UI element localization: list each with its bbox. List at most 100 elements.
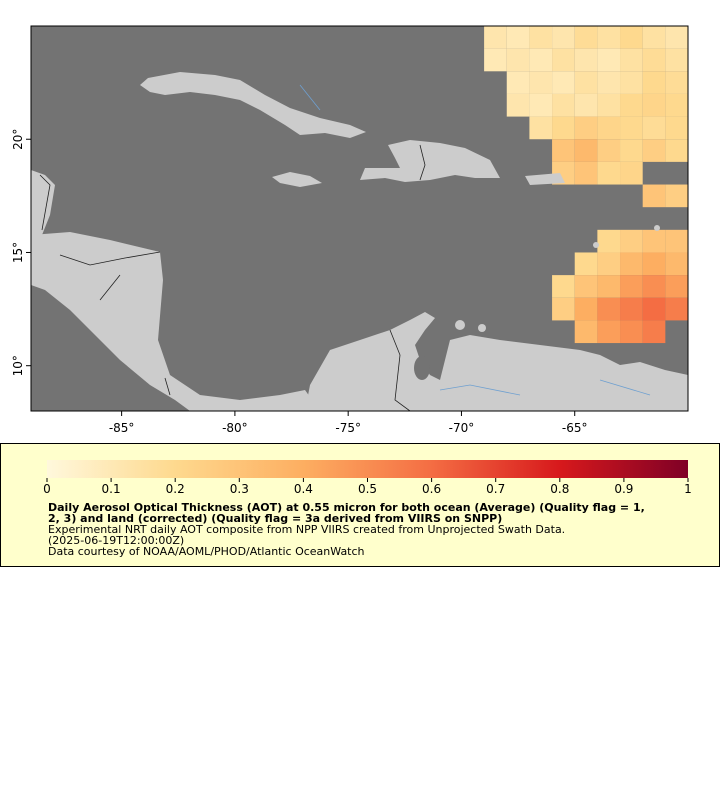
aot-cell — [597, 71, 621, 94]
aot-cell — [665, 26, 688, 49]
x-tick-label: -85° — [109, 421, 135, 435]
aot-cell — [552, 48, 575, 72]
x-tick-label: -80° — [222, 421, 248, 435]
aot-cell — [597, 229, 621, 253]
aot-cell — [574, 252, 598, 276]
aot-cell — [552, 71, 575, 94]
colorbar-tick-label: 0.5 — [358, 482, 377, 496]
colorbar-tick-label: 1 — [684, 482, 692, 496]
aot-cell — [529, 26, 553, 49]
aot-cell — [529, 48, 553, 72]
aot-cell — [620, 161, 643, 185]
aot-cell — [597, 139, 621, 162]
aot-cell — [574, 93, 598, 117]
aot-cell — [665, 275, 688, 298]
river — [299, 84, 651, 396]
legend-line: Experimental NRT daily AOT composite fro… — [48, 523, 565, 536]
aot-cell — [665, 48, 688, 72]
map — [31, 26, 688, 411]
aot-cell — [642, 71, 666, 94]
aot-cell — [597, 161, 621, 185]
aot-cell — [642, 116, 666, 140]
colorbar-tick-label: 0.3 — [230, 482, 249, 496]
aot-cell — [574, 48, 598, 72]
aot-cell — [597, 116, 621, 140]
colorbar-tick-label: 0.9 — [614, 482, 633, 496]
aot-cell — [665, 252, 688, 276]
plot-frame — [30, 25, 689, 412]
island — [478, 324, 486, 332]
cuba — [140, 72, 366, 138]
aot-cell — [620, 139, 643, 162]
land — [31, 72, 688, 411]
aot-cell — [665, 93, 688, 117]
aot-cell — [665, 184, 688, 208]
aot-cell — [597, 48, 621, 72]
aot-cell — [620, 71, 643, 94]
legend-line: (2025-06-19T12:00:00Z) — [48, 534, 184, 547]
y-tick-label: 15° — [11, 242, 25, 263]
aot-cell — [620, 297, 643, 321]
aot-cells — [484, 26, 688, 344]
aot-cell — [642, 297, 666, 321]
y-tick-label: 10° — [11, 355, 25, 376]
aot-cell — [642, 93, 666, 117]
axes: -85° -80° -75° -70° -65° 10° 15° 20° — [11, 129, 588, 435]
colorbar-tick-label: 0 — [43, 482, 51, 496]
aot-cell — [620, 93, 643, 117]
aot-cell — [642, 26, 666, 49]
aot-cell — [552, 93, 575, 117]
legend-title: 2, 3) and land (corrected) (Quality flag… — [48, 512, 502, 525]
x-tick-label: -65° — [562, 421, 588, 435]
aot-cell — [574, 161, 598, 185]
aot-cell — [665, 71, 688, 94]
y-tick-label: 20° — [11, 129, 25, 150]
aot-cell — [620, 320, 643, 344]
aot-cell — [552, 297, 575, 321]
aot-cell — [597, 93, 621, 117]
aot-cell — [642, 320, 666, 344]
x-tick-label: -70° — [449, 421, 475, 435]
colorbar-tick-label: 0.8 — [550, 482, 569, 496]
aot-cell — [620, 275, 643, 298]
aot-cell — [665, 116, 688, 140]
aot-cell — [665, 139, 688, 162]
aot-cell — [552, 139, 575, 162]
aot-cell — [597, 275, 621, 298]
legend-line: Data courtesy of NOAA/AOML/PHOD/Atlantic… — [48, 545, 365, 558]
aot-cell — [597, 320, 621, 344]
lake — [414, 356, 430, 380]
aot-cell — [642, 275, 666, 298]
aot-cell — [574, 26, 598, 49]
aot-cell — [597, 26, 621, 49]
aot-cell — [642, 184, 666, 208]
island — [455, 320, 465, 330]
colorbar-tick-label: 0.7 — [486, 482, 505, 496]
aot-cell — [552, 26, 575, 49]
aot-cell — [574, 275, 598, 298]
hispaniola — [360, 140, 500, 182]
aot-cell — [620, 26, 643, 49]
aot-cell — [574, 116, 598, 140]
aot-cell — [597, 252, 621, 276]
aot-cell — [574, 139, 598, 162]
border — [39, 174, 51, 231]
aot-cell — [574, 297, 598, 321]
aot-cell — [642, 48, 666, 72]
colorbar-tick-label: 0.1 — [102, 482, 121, 496]
aot-cell — [506, 71, 530, 94]
aot-cell — [552, 116, 575, 140]
legend-title: Daily Aerosol Optical Thickness (AOT) at… — [48, 501, 645, 514]
colorbar-ticks: 0 0.1 0.2 0.3 0.4 0.5 0.6 0.7 0.8 0.9 1 — [43, 478, 692, 496]
aot-cell — [665, 229, 688, 253]
border — [59, 251, 411, 411]
central-america — [31, 232, 320, 411]
colorbar — [47, 460, 688, 478]
aot-cell — [642, 252, 666, 276]
aot-cell — [506, 48, 530, 72]
aot-cell — [665, 297, 688, 321]
island — [654, 225, 660, 231]
aot-cell — [484, 48, 507, 72]
puerto-rico — [525, 173, 565, 185]
